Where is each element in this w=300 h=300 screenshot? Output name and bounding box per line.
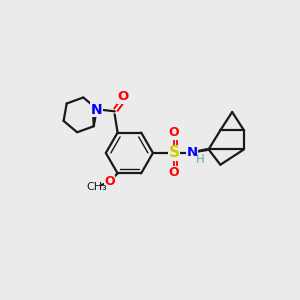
Text: CH₃: CH₃ (87, 182, 107, 192)
Text: S: S (169, 146, 180, 160)
Text: O: O (169, 167, 179, 179)
Text: N: N (187, 146, 198, 159)
Text: O: O (104, 175, 115, 188)
Text: O: O (169, 126, 179, 140)
Text: O: O (117, 90, 128, 103)
Text: N: N (91, 103, 102, 117)
Text: H: H (196, 153, 205, 166)
